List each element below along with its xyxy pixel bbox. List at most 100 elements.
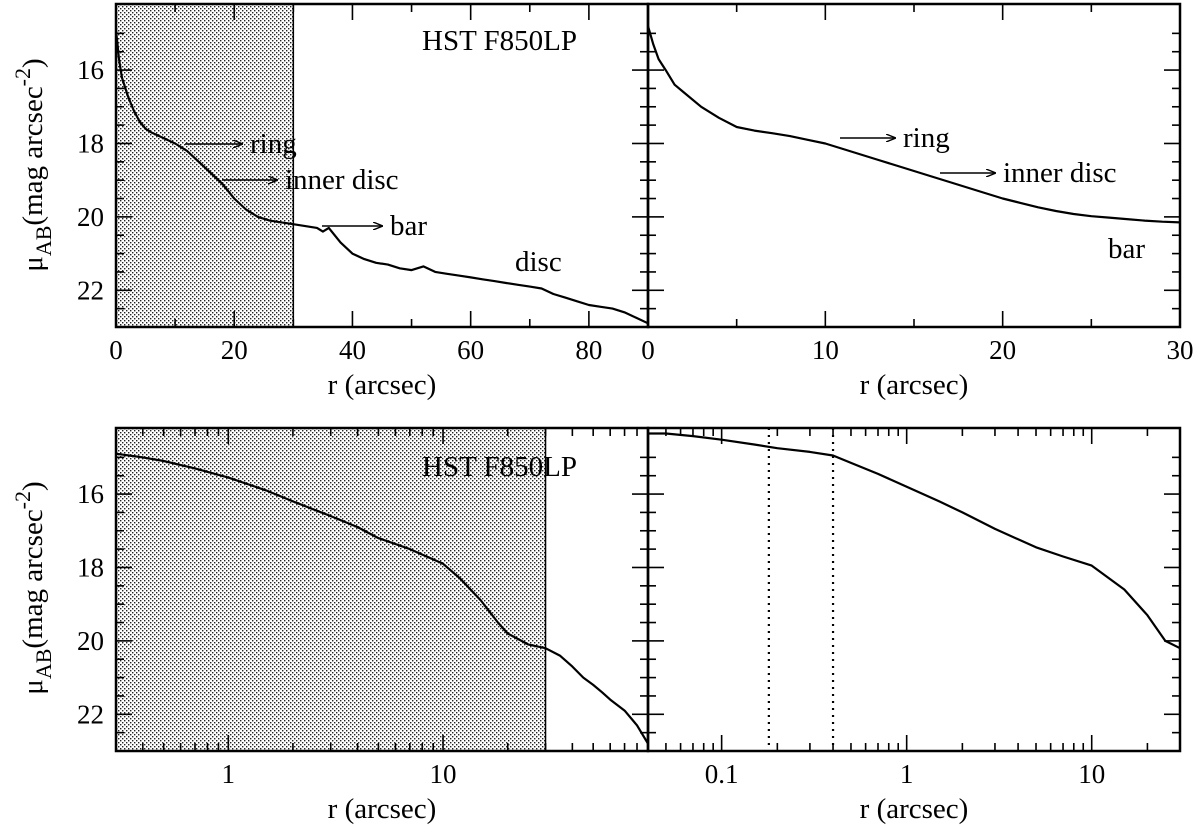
data-point [442,563,444,565]
data-point [458,274,460,277]
data-point [984,192,986,194]
data-point [652,43,655,46]
data-point [735,126,738,128]
data-point [363,258,366,260]
data-point [753,129,756,132]
data-point [664,69,667,71]
data-point [527,643,530,646]
x-tick-label: 80 [575,335,602,365]
x-tick-label: 0 [109,335,123,365]
data-point [564,296,567,299]
y-tick-label: 16 [77,479,104,509]
data-point [771,132,773,134]
data-point [469,276,472,279]
data-point [544,647,547,650]
data-point [1055,210,1057,212]
data-point [227,476,230,479]
data-point [144,127,147,130]
data-point [961,511,964,514]
data-point [481,278,484,281]
data-point [186,150,188,152]
panel-top-right: 0 10 20 30 r (arcsec) ring inner disc bar [641,2,1194,401]
shaded-region [115,3,295,328]
data-point [692,435,694,437]
data-point [1161,220,1164,223]
data-point [1037,206,1039,209]
data-point [356,526,359,528]
annotation-inner-disc: inner disc [1003,157,1117,189]
data-point [422,265,425,268]
data-point [665,432,667,435]
data-point [1108,216,1110,219]
y-tick-label: 22 [77,699,104,729]
data-point [1126,218,1128,220]
data-point [408,548,411,550]
data-point [966,186,968,189]
data-point [150,131,153,134]
data-point [895,164,898,167]
series-line-profile [648,25,1180,224]
panel-bottom-right: 0.1 1 10 r (arcsec) [646,426,1182,825]
data-point [850,462,852,464]
data-point [601,691,603,694]
y-tick-label: 20 [77,626,104,656]
panel-bottom-left: 16 18 20 22 1 10 r (arcsec) μAB(mag arcsec-2) HS… [10,426,650,825]
data-point [611,307,614,310]
data-point [339,241,342,244]
data-point [446,272,448,275]
data-point [860,153,862,156]
data-point [292,223,295,226]
data-point [138,120,141,123]
data-point [673,83,676,86]
data-point [540,287,543,290]
data-point [718,116,720,119]
x-tick-label: 1 [222,759,236,789]
y-axis-label: μAB(mag arcsec-2) [10,58,56,271]
data-point [576,300,578,303]
data-point [776,447,779,449]
x-axis-label: r (arcsec) [860,793,969,825]
data-point [265,489,267,492]
data-point [410,269,413,271]
x-tick-label: 20 [221,335,248,365]
data-point [582,676,585,679]
data-point [480,599,482,602]
annotation-bar: bar [390,210,427,242]
data-point [609,698,611,701]
data-point [132,109,135,112]
data-point [1164,640,1167,642]
data-point [588,304,590,306]
annotation-disc: disc [515,246,562,278]
data-point [245,208,247,211]
data-point [789,135,791,137]
y-tick-label: 20 [77,202,104,232]
x-axis-label: r (arcsec) [328,793,437,825]
panel-top-left: 16 18 20 220 20 40 60 80 r (arcsec) μAB(mag arcse… [10,2,650,401]
data-point [1090,215,1093,217]
data-point [1062,555,1064,558]
data-point [351,252,354,255]
x-tick-label: 10 [1078,759,1105,789]
y-axis-label: μAB(mag arcsec-2) [10,481,56,694]
data-point [1146,614,1149,616]
data-point [832,454,834,457]
x-axis-label: r (arcsec) [860,369,969,401]
annotation-bar: bar [1108,233,1145,265]
data-point [209,172,212,174]
data-point [142,456,144,459]
data-point [162,460,165,462]
data-point [517,283,519,286]
data-point [994,528,996,530]
data-point [1090,564,1093,567]
x-tick-label: 60 [457,335,484,365]
data-point [127,94,129,97]
data-point [552,293,555,295]
data-point [1072,213,1075,215]
data-point [877,159,880,161]
data-point [221,183,224,185]
data-point [1035,546,1037,549]
data-point [905,485,908,488]
data-point [806,139,809,141]
x-tick-label: 10 [812,335,839,365]
